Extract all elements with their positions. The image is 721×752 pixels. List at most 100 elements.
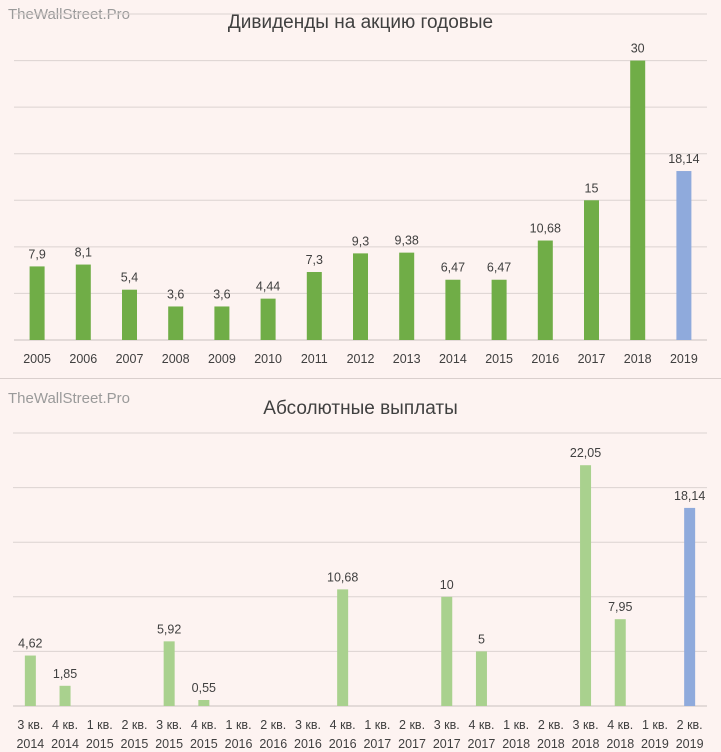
data-label: 22,05 <box>570 446 601 460</box>
tick-label: 2015 <box>121 737 149 751</box>
tick-label: 2016 <box>259 737 287 751</box>
data-label: 5 <box>478 632 485 646</box>
chart-title: Абсолютные выплаты <box>263 398 458 419</box>
data-label: 6,47 <box>441 261 465 275</box>
data-label: 7,95 <box>608 600 632 614</box>
bar-5 <box>260 298 276 340</box>
tick-label: 2018 <box>572 737 600 751</box>
bar-0 <box>29 266 45 340</box>
tick-label: 2017 <box>363 737 391 751</box>
data-label: 9,38 <box>395 234 419 248</box>
tick-label: 4 кв. <box>330 718 356 732</box>
tick-label: 2016 <box>225 737 253 751</box>
bar-11 <box>537 240 553 340</box>
data-label: 5,92 <box>157 622 181 636</box>
data-label: 6,47 <box>487 261 511 275</box>
chart-divider <box>0 378 721 379</box>
gridlines <box>14 13 707 294</box>
bar-7 <box>353 253 368 340</box>
tick-label: 2007 <box>116 352 144 366</box>
bar-5 <box>198 699 210 706</box>
absolute-payments-plot: 4,62 3 кв. 2014 1,85 4 кв. 2014 1 кв. 2015 2 кв.… <box>13 432 707 751</box>
tick-label: 1 кв. <box>642 718 668 732</box>
bar-9 <box>445 279 461 340</box>
data-label: 7,9 <box>28 247 45 261</box>
tick-label: 2018 <box>502 737 530 751</box>
tick-label: 1 кв. <box>226 718 252 732</box>
tick-label: 2 кв. <box>260 718 286 732</box>
tick-label: 2015 <box>190 737 218 751</box>
annual-dividends-plot: 7,9 2005 8,1 2006 5,4 2007 3,6 2008 3,6 2009 4,44 2… <box>14 13 707 366</box>
absolute-payments-chart: TheWallStreet.Pro Абсолютные выплаты 4,6… <box>0 380 721 752</box>
tick-label: 2016 <box>294 737 322 751</box>
bar-4 <box>214 306 230 340</box>
data-label: 10,68 <box>530 222 561 236</box>
data-label: 10 <box>440 578 454 592</box>
chart-title: Дивиденды на акцию годовые <box>227 12 494 33</box>
tick-label: 2016 <box>531 352 559 366</box>
annual-dividends-chart: TheWallStreet.Pro Дивиденды на акцию год… <box>8 6 707 366</box>
bar-10 <box>491 279 507 340</box>
tick-label: 2015 <box>485 352 513 366</box>
data-label: 0,55 <box>192 681 216 695</box>
tick-label: 2011 <box>301 352 328 366</box>
bar-16 <box>580 465 592 706</box>
bar-0 <box>24 655 36 706</box>
data-label: 8,1 <box>75 246 92 260</box>
tick-label: 2015 <box>86 737 114 751</box>
data-label: 18,14 <box>668 152 699 166</box>
data-label: 7,3 <box>306 253 323 267</box>
bar-17 <box>614 619 626 706</box>
data-label: 15 <box>585 181 599 195</box>
data-label: 30 <box>631 42 645 56</box>
bar-13 <box>630 60 646 340</box>
tick-label: 1 кв. <box>364 718 390 732</box>
data-label: 5,4 <box>121 271 138 285</box>
bar-14 <box>676 171 692 340</box>
tick-label: 2018 <box>624 352 652 366</box>
bar-9 <box>337 589 349 706</box>
watermark: TheWallStreet.Pro <box>8 390 130 407</box>
tick-label: 3 кв. <box>434 718 460 732</box>
bar-12 <box>441 596 453 706</box>
bar-3 <box>168 306 184 340</box>
tick-label: 2014 <box>439 352 467 366</box>
tick-label: 2 кв. <box>121 718 147 732</box>
bar-8 <box>399 252 415 340</box>
data-label: 1,85 <box>53 667 77 681</box>
tick-label: 2017 <box>468 737 496 751</box>
tick-label: 4 кв. <box>52 718 78 732</box>
data-label: 4,44 <box>256 280 280 294</box>
bar-19 <box>684 507 696 706</box>
tick-label: 2006 <box>69 352 97 366</box>
tick-label: 2017 <box>578 352 606 366</box>
tick-label: 3 кв. <box>295 718 321 732</box>
data-label: 4,62 <box>18 637 42 651</box>
bar-2 <box>122 289 137 340</box>
tick-label: 3 кв. <box>156 718 182 732</box>
tick-label: 2010 <box>254 352 282 366</box>
gridlines <box>13 432 707 652</box>
tick-label: 1 кв. <box>503 718 529 732</box>
tick-label: 2016 <box>329 737 357 751</box>
tick-label: 2019 <box>676 737 704 751</box>
tick-label: 2013 <box>393 352 421 366</box>
bar-1 <box>75 264 91 340</box>
tick-label: 2 кв. <box>538 718 564 732</box>
tick-label: 2014 <box>16 737 44 751</box>
bar-4 <box>163 641 175 706</box>
tick-label: 2008 <box>162 352 190 366</box>
tick-label: 4 кв. <box>468 718 494 732</box>
tick-label: 4 кв. <box>191 718 217 732</box>
data-label: 3,6 <box>213 287 230 301</box>
tick-label: 2019 <box>670 352 698 366</box>
tick-label: 2015 <box>155 737 183 751</box>
tick-label: 2 кв. <box>399 718 425 732</box>
tick-label: 2017 <box>398 737 426 751</box>
tick-label: 3 кв. <box>573 718 599 732</box>
data-label: 10,68 <box>327 570 358 584</box>
tick-label: 2014 <box>51 737 79 751</box>
tick-label: 2012 <box>347 352 375 366</box>
tick-label: 2009 <box>208 352 236 366</box>
data-label: 3,6 <box>167 287 184 301</box>
